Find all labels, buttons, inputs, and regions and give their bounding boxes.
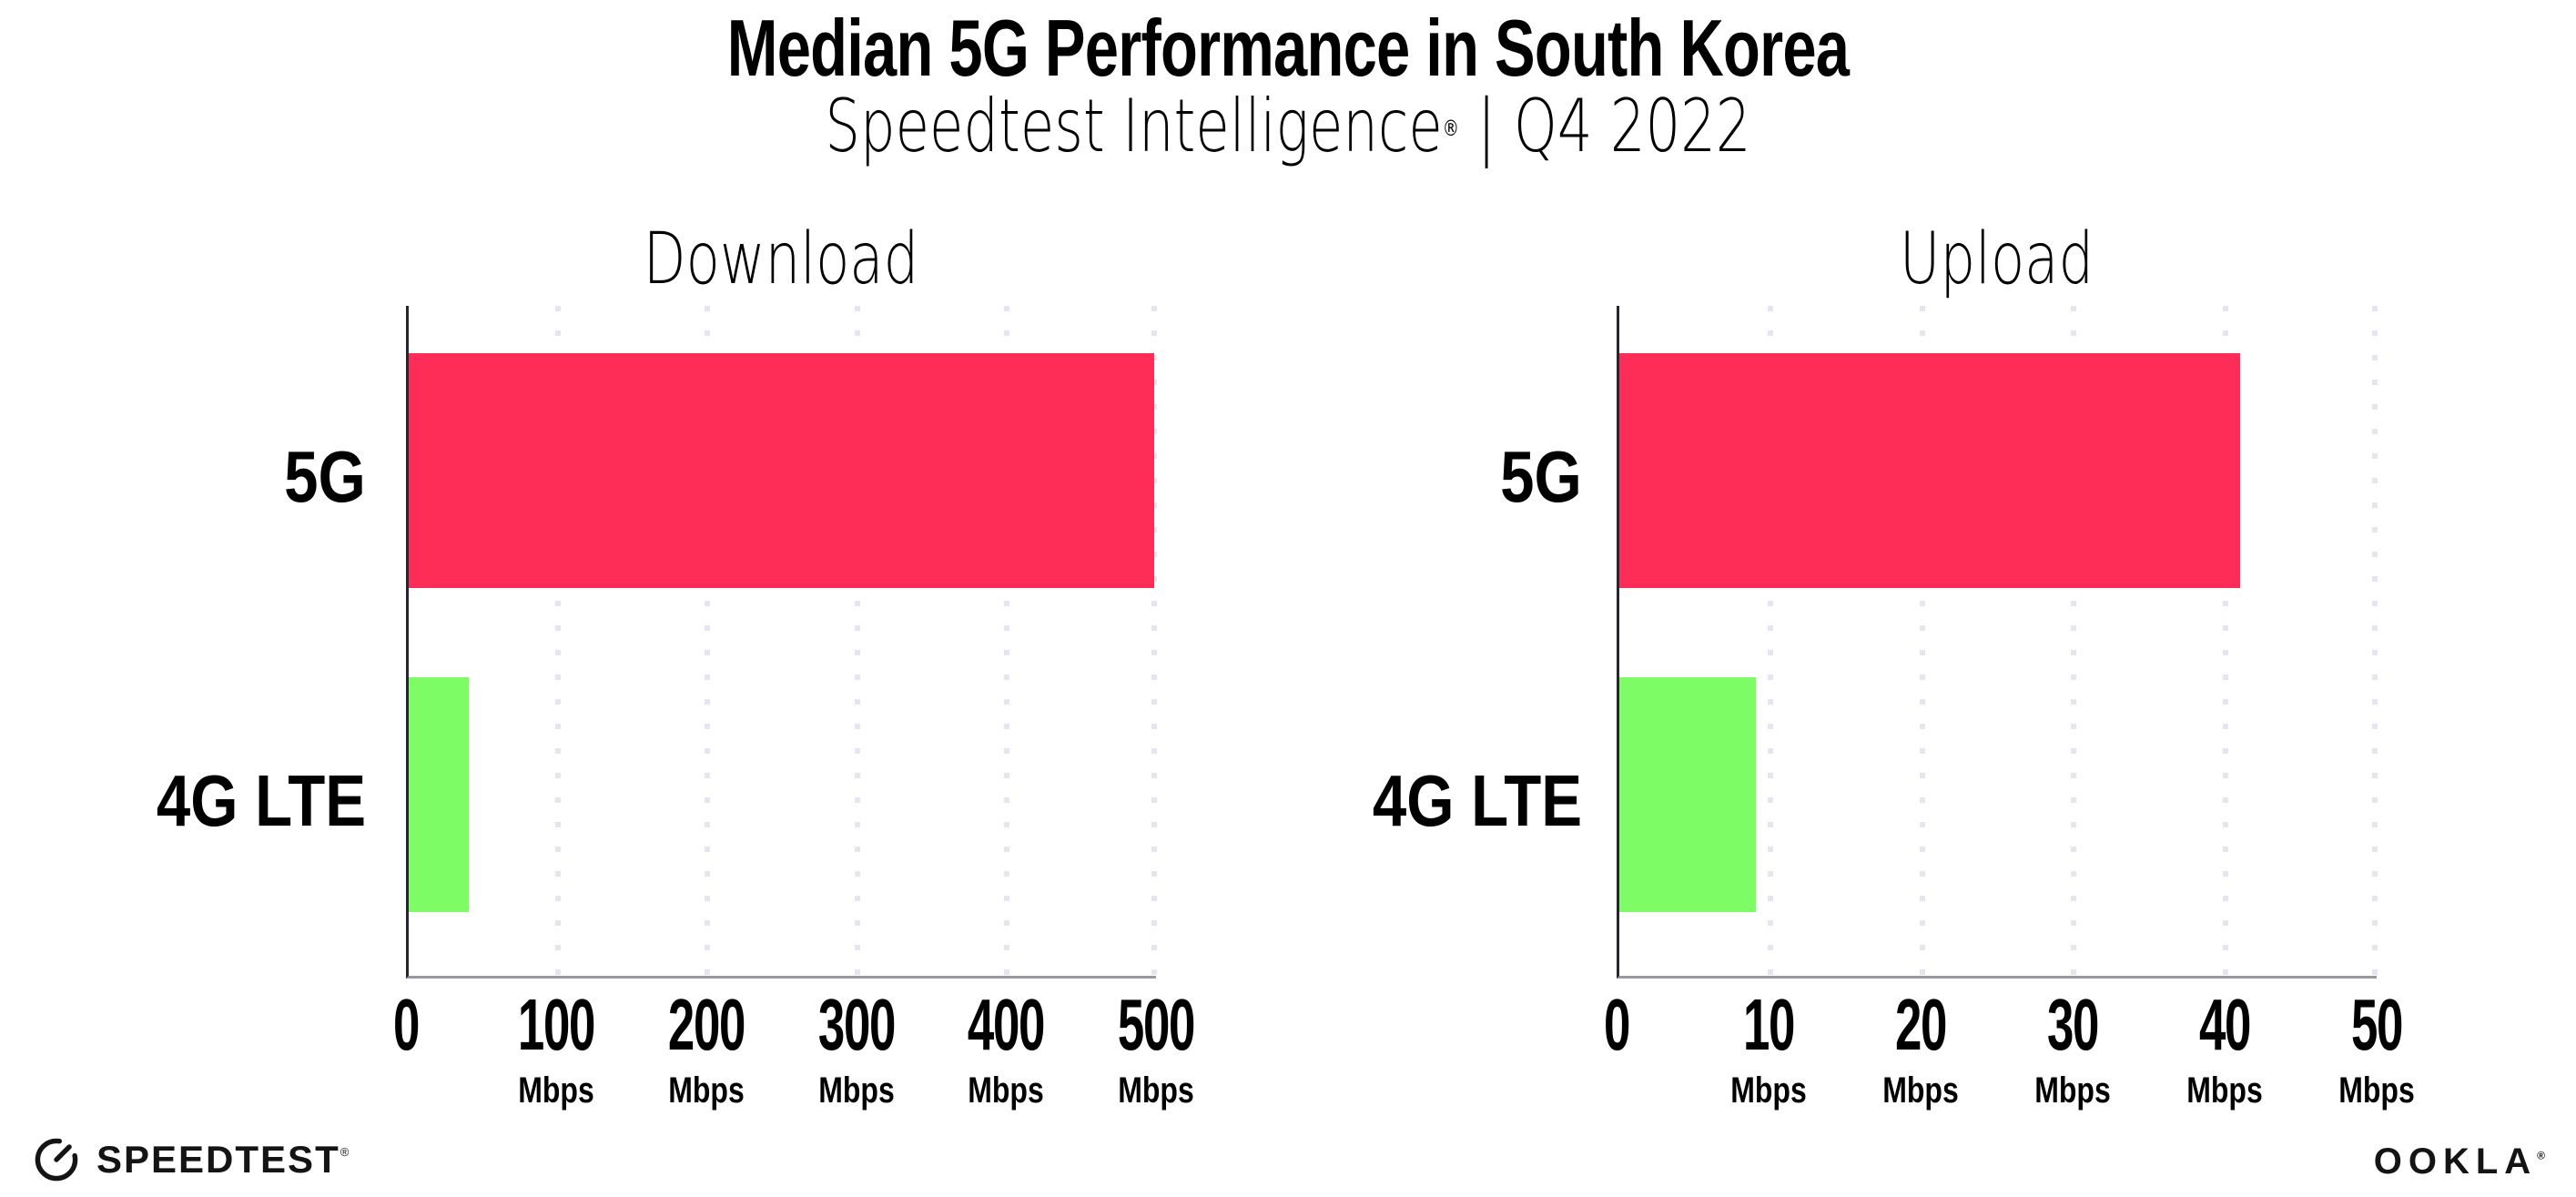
page-subtitle: Speedtest Intelligence® | Q4 2022 — [309, 84, 2267, 168]
gridline-200 — [705, 306, 711, 976]
tick-unit: Mbps — [1882, 1070, 1959, 1111]
upload-x-tick-10: 10 Mbps — [1668, 983, 1869, 1114]
tick-unit: Mbps — [1730, 1070, 1807, 1111]
speedtest-wordmark: SPEEDTEST® — [96, 1138, 351, 1181]
subtitle-divider: | — [1476, 84, 1496, 168]
download-y-label-4g-lte: 4G LTE — [156, 760, 366, 841]
registered-trademark-icon: ® — [1442, 116, 1459, 142]
tick-number: 500 — [1117, 984, 1195, 1065]
tick-unit: Mbps — [518, 1070, 594, 1111]
ookla-logo: OOKLA® — [2374, 1141, 2545, 1182]
ookla-wordmark: OOKLA — [2373, 1141, 2538, 1182]
upload-plot-area — [1617, 306, 2378, 979]
upload-x-tick-30: 30 Mbps — [1973, 983, 2173, 1114]
tick-number: 100 — [517, 984, 595, 1065]
upload-bar-5g — [1619, 353, 2241, 588]
tick-number: 0 — [392, 984, 420, 1065]
gridline-50 — [2372, 306, 2378, 976]
download-bar-5g — [409, 353, 1155, 588]
tick-number: 20 — [1894, 984, 1947, 1065]
gridline-30 — [2071, 306, 2077, 976]
tick-unit: Mbps — [818, 1070, 895, 1111]
registered-trademark-icon: ® — [340, 1145, 351, 1159]
gridline-10 — [1768, 306, 1774, 976]
tick-number: 0 — [1603, 984, 1630, 1065]
download-bar-4g-lte — [409, 677, 469, 912]
upload-bar-4g-lte — [1619, 677, 1756, 912]
gridline-40 — [2222, 306, 2228, 976]
tick-unit: Mbps — [1118, 1070, 1194, 1111]
subtitle-period: Q4 2022 — [1513, 84, 1751, 168]
tick-number: 400 — [967, 984, 1045, 1065]
download-chart-title: Download — [643, 218, 919, 300]
download-x-tick-200: 200 Mbps — [606, 983, 806, 1114]
download-x-tick-300: 300 Mbps — [756, 983, 957, 1114]
tick-unit: Mbps — [968, 1070, 1044, 1111]
tick-unit: Mbps — [2034, 1070, 2111, 1111]
tick-number: 10 — [1742, 984, 1795, 1065]
download-plot-area — [406, 306, 1157, 979]
gridline-20 — [1919, 306, 1925, 976]
gridline-400 — [1003, 306, 1009, 976]
upload-x-tick-40: 40 Mbps — [2125, 983, 2325, 1114]
subtitle-brand: Speedtest Intelligence — [825, 84, 1443, 168]
download-x-tick-400: 400 Mbps — [906, 983, 1106, 1114]
tick-number: 300 — [817, 984, 896, 1065]
gridline-300 — [854, 306, 860, 976]
download-x-tick-0: 0 — [306, 983, 506, 1114]
upload-y-label-4g-lte: 4G LTE — [1372, 760, 1582, 841]
upload-y-label-5g: 5G — [1500, 436, 1582, 517]
tick-number: 30 — [2046, 984, 2099, 1065]
speedtest-gauge-icon — [35, 1138, 78, 1182]
speedtest-logo: SPEEDTEST® — [33, 1136, 350, 1183]
gridline-100 — [555, 306, 562, 976]
tick-number: 40 — [2198, 984, 2251, 1065]
page-title: Median 5G Performance in South Korea — [726, 3, 1850, 93]
tick-number: 50 — [2350, 984, 2403, 1065]
tick-unit: Mbps — [668, 1070, 745, 1111]
upload-x-tick-0: 0 — [1516, 983, 1717, 1114]
upload-x-tick-20: 20 Mbps — [1820, 983, 2021, 1114]
tick-number: 200 — [667, 984, 745, 1065]
upload-x-tick-50: 50 Mbps — [2277, 983, 2477, 1114]
tick-unit: Mbps — [2186, 1070, 2263, 1111]
download-x-tick-100: 100 Mbps — [456, 983, 656, 1114]
registered-trademark-icon: ® — [2537, 1149, 2545, 1162]
gridline-500 — [1151, 306, 1157, 976]
upload-chart-title: Upload — [1899, 218, 2094, 300]
download-y-label-5g: 5G — [284, 436, 366, 517]
download-x-tick-500: 500 Mbps — [1056, 983, 1256, 1114]
tick-unit: Mbps — [2338, 1070, 2415, 1111]
